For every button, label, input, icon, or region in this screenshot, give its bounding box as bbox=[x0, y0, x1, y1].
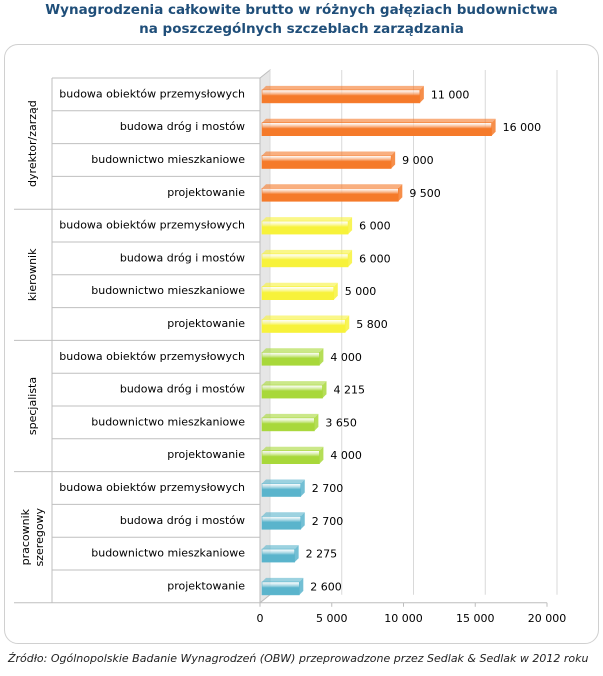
bar-side bbox=[398, 184, 403, 202]
bar-chart: dyrektor/zarząd kierownik specjalista praco… bbox=[14, 68, 567, 625]
bar-side bbox=[322, 381, 327, 399]
bar-top bbox=[262, 512, 305, 517]
x-tick-label: 15 000 bbox=[456, 612, 495, 625]
category-label: projektowanie bbox=[167, 186, 245, 199]
chart-title-line-1: Wynagrodzenia całkowite brutto w różnych… bbox=[45, 2, 558, 18]
bar bbox=[261, 188, 399, 202]
bar-top bbox=[262, 217, 353, 222]
value-label: 6 000 bbox=[359, 220, 391, 233]
bar-top bbox=[262, 545, 299, 550]
value-label: 4 000 bbox=[330, 449, 362, 462]
category-label: budowa obiektów przemysłowych bbox=[59, 87, 245, 100]
value-label: 9 000 bbox=[402, 154, 434, 167]
bar bbox=[261, 450, 320, 465]
bar-top bbox=[262, 348, 324, 353]
bar bbox=[261, 581, 300, 596]
bar-side bbox=[314, 413, 319, 431]
bar-side bbox=[294, 545, 299, 563]
x-tick-label: 10 000 bbox=[384, 612, 423, 625]
x-tick-label: 0 bbox=[257, 612, 264, 625]
bar-side bbox=[319, 348, 324, 366]
value-label: 16 000 bbox=[503, 121, 541, 134]
bar bbox=[261, 417, 315, 432]
value-label: 3 650 bbox=[325, 416, 357, 429]
bar bbox=[261, 351, 320, 366]
value-label: 2 700 bbox=[312, 482, 344, 495]
bar-top bbox=[262, 85, 424, 90]
bar-side bbox=[348, 217, 353, 235]
bar-side bbox=[319, 446, 324, 464]
value-label: 11 000 bbox=[431, 88, 470, 101]
group-label: szeregowy bbox=[33, 507, 46, 566]
source-note: Źródło: Ogólnopolskie Badanie Wynagrodze… bbox=[8, 652, 589, 665]
bar-top bbox=[262, 577, 304, 582]
category-label: projektowanie bbox=[167, 579, 245, 592]
bar bbox=[261, 253, 349, 268]
group-label: pracownik bbox=[19, 508, 32, 565]
category-label: budownictwo mieszkaniowe bbox=[91, 415, 245, 428]
category-label: projektowanie bbox=[167, 317, 245, 330]
category-label: budowa obiektów przemysłowych bbox=[59, 481, 245, 494]
bar-top bbox=[262, 249, 353, 254]
group-label: specjalista bbox=[26, 377, 39, 435]
category-label: budowa dróg i mostów bbox=[120, 383, 245, 396]
bar-side bbox=[419, 85, 424, 103]
value-label: 2 600 bbox=[310, 580, 342, 593]
bar-top bbox=[262, 413, 319, 418]
category-label: budownictwo mieszkaniowe bbox=[91, 547, 245, 560]
bar bbox=[261, 483, 302, 497]
bar-side bbox=[333, 282, 338, 300]
bar-side bbox=[348, 249, 353, 267]
bar bbox=[261, 155, 392, 169]
bar-top bbox=[262, 282, 338, 287]
bar bbox=[261, 122, 492, 136]
value-label: 5 800 bbox=[356, 318, 388, 331]
value-label: 2 275 bbox=[306, 548, 338, 561]
bar-top bbox=[262, 184, 403, 189]
category-label: budownictwo mieszkaniowe bbox=[91, 284, 245, 297]
x-tick-label: 20 000 bbox=[528, 612, 567, 625]
category-label: projektowanie bbox=[167, 448, 245, 461]
bar-side bbox=[299, 577, 304, 595]
bar-top bbox=[262, 118, 496, 123]
chart-title-line-2: na poszczególnych szczeblach zarządzania bbox=[139, 21, 464, 37]
value-label: 4 215 bbox=[333, 384, 365, 397]
bar bbox=[261, 220, 349, 235]
bar-top bbox=[262, 315, 350, 320]
group-label: dyrektor/zarząd bbox=[26, 100, 39, 187]
category-label: budowa obiektów przemysłowych bbox=[59, 350, 245, 363]
bar-top bbox=[262, 381, 327, 386]
group-label: kierownik bbox=[26, 248, 39, 301]
value-label: 6 000 bbox=[359, 252, 391, 265]
value-label: 9 500 bbox=[409, 187, 441, 200]
bar-side bbox=[300, 479, 305, 497]
x-tick-label: 5 000 bbox=[316, 612, 348, 625]
category-label: budownictwo mieszkaniowe bbox=[91, 153, 245, 166]
bar-side bbox=[300, 512, 305, 530]
bar bbox=[261, 89, 421, 104]
bar bbox=[261, 286, 335, 301]
category-label: budowa dróg i mostów bbox=[120, 251, 245, 264]
bar-side bbox=[391, 151, 396, 169]
value-label: 2 700 bbox=[312, 515, 344, 528]
value-label: 4 000 bbox=[330, 351, 362, 364]
category-label: budowa dróg i mostów bbox=[120, 514, 245, 527]
bar bbox=[261, 515, 302, 530]
bar-top bbox=[262, 446, 324, 451]
category-label: budowa obiektów przemysłowych bbox=[59, 219, 245, 232]
category-label: budowa dróg i mostów bbox=[120, 120, 245, 133]
bar bbox=[261, 384, 323, 399]
bar bbox=[261, 548, 295, 563]
bar-top bbox=[262, 151, 396, 156]
value-label: 5 000 bbox=[345, 285, 377, 298]
bar bbox=[261, 319, 346, 333]
bar-side bbox=[345, 315, 350, 333]
bar-side bbox=[491, 118, 496, 136]
bar-top bbox=[262, 479, 305, 484]
